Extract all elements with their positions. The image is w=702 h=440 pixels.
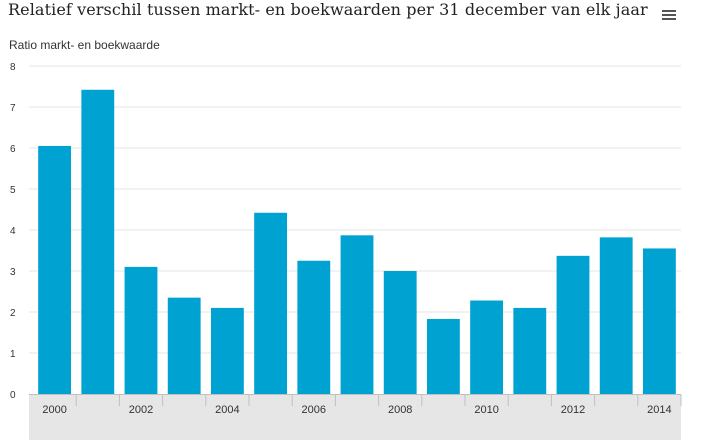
x-tick-label: 2014 (647, 404, 671, 416)
y-tick-label: 7 (10, 103, 16, 114)
bar-2006 (297, 260, 331, 394)
hamburger-menu-icon-line (662, 18, 676, 20)
bar-2005 (254, 212, 288, 394)
bar-2001 (81, 89, 115, 394)
x-tick-label: 2008 (388, 404, 412, 416)
y-tick-label: 6 (10, 144, 16, 155)
bar-2004 (210, 307, 244, 394)
x-tick-label: 2010 (474, 404, 498, 416)
bar-2011 (513, 307, 547, 394)
y-tick-label: 4 (10, 226, 16, 237)
bar-2012 (556, 255, 590, 394)
bar-2010 (470, 300, 504, 394)
bar-2013 (599, 237, 633, 394)
x-tick-label: 2012 (561, 404, 585, 416)
bar-2002 (124, 266, 158, 394)
hamburger-menu-icon-line (662, 14, 676, 16)
bar-2000 (38, 145, 72, 394)
bar-2003 (167, 297, 201, 394)
x-tick-label: 2004 (215, 404, 239, 416)
chart-menu-button[interactable] (655, 4, 683, 26)
x-tick-label: 2000 (42, 404, 66, 416)
chart-title: Relatief verschil tussen markt- en boekw… (8, 0, 648, 19)
bar-2014 (642, 248, 676, 394)
y-tick-label: 0 (10, 390, 16, 401)
x-tick-label: 2006 (302, 404, 326, 416)
x-axis-band (29, 394, 681, 440)
y-tick-label: 3 (10, 267, 16, 278)
bar-2009 (426, 318, 460, 394)
bar-2008 (383, 271, 417, 394)
y-tick-label: 2 (10, 308, 16, 319)
y-tick-label: 5 (10, 185, 16, 196)
y-axis-label: Ratio markt- en boekwaarde (9, 38, 160, 52)
y-tick-label: 8 (10, 62, 16, 73)
hamburger-menu-icon-line (662, 10, 676, 12)
x-tick-label: 2002 (129, 404, 153, 416)
y-tick-label: 1 (10, 349, 16, 360)
bar-2007 (340, 235, 374, 394)
